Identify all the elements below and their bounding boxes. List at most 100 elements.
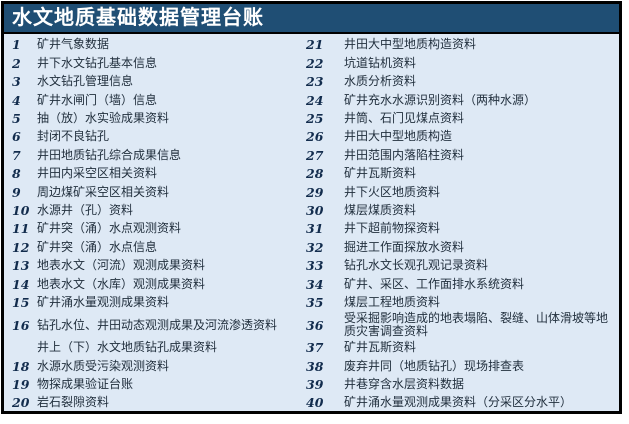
ledger-item-right: 矿井充水水源识别资料（两种水源） [344, 92, 537, 107]
ledger-row: 13 地表水文（河流）观测成果资料 33 钻孔水文长观孔观记录资料 [4, 257, 619, 275]
ledger-item-left: 井上（下）水文地质钻孔成果资料 [37, 340, 218, 355]
ledger-item-left: 水源井（孔）资料 [37, 202, 134, 217]
row-number-left: 13 [12, 258, 30, 274]
ledger-row: 8 井田内采空区相关资料 28 矿井瓦斯资料 [4, 165, 619, 183]
ledger-item-left: 封闭不良钻孔 [37, 129, 110, 144]
row-number-right: 34 [306, 276, 324, 292]
row-number-left: 9 [12, 184, 21, 200]
row-number-left: 2 [12, 55, 21, 71]
ledger-item-right: 水质分析资料 [344, 74, 417, 89]
ledger-row: 20 岩石裂隙资料 40 矿井涌水量观测成果资料（分采区分水平） [4, 394, 619, 411]
ledger-item-left: 水源水质受污染观测资料 [37, 358, 170, 373]
row-number-left: 15 [12, 294, 30, 310]
row-number-right: 25 [306, 111, 324, 126]
ledger-item-right: 矿井瓦斯资料 [344, 166, 417, 181]
ledger-item-right: 坑道钻机资料 [344, 55, 417, 70]
row-number-right: 37 [306, 340, 324, 356]
ledger-row: 14 地表水文（水库）观测成果资料 34 矿井、采区、工作面排水系统资料 [4, 275, 619, 293]
ledger-row: 6 封闭不良钻孔 26 井田大中型地质构造 [4, 128, 619, 146]
ledger-item-left: 抽（放）水实验成果资料 [37, 111, 170, 125]
row-number-right: 29 [306, 184, 324, 200]
ledger-item-right: 煤层煤质资料 [344, 202, 417, 217]
ledger-item-right: 矿井、采区、工作面排水系统资料 [344, 276, 525, 291]
ledger-row: 19 物探成果验证台账 39 井巷穿含水层资料数据 [4, 376, 619, 394]
ledger-row: 12 矿井突（涌）水点信息 32 掘进工作面探放水资料 [4, 238, 619, 256]
ledger-item-left: 地表水文（水库）观测成果资料 [37, 276, 206, 291]
ledger-row: 2 井下水文钻孔基本信息 22 坑道钻机资料 [4, 54, 619, 72]
row-number-left: 1 [12, 37, 21, 53]
ledger-item-left: 周边煤矿采空区相关资料 [37, 184, 170, 199]
row-number-right: 26 [306, 129, 324, 145]
row-number-left: 4 [12, 92, 21, 108]
ledger-item-left: 岩石裂隙资料 [37, 395, 110, 410]
row-number-left: 5 [12, 111, 21, 126]
row-number-left: 19 [12, 377, 30, 393]
ledger-item-right: 井田大中型地质构造资料 [344, 37, 477, 52]
row-number-left: 16 [12, 317, 30, 333]
ledger-item-left: 钻孔水位、井田动态观测成果及河流渗透资料 [37, 317, 278, 332]
ledger-item-right: 煤层工程地质资料 [344, 294, 441, 309]
row-number-right: 24 [306, 92, 324, 108]
row-number-left: 3 [12, 74, 21, 90]
ledger-table: 水文地质基础数据管理台账 1 矿井气象数据 21 井田大中型地质构造资料 2 井… [1, 1, 622, 414]
ledger-item-right: 井田范围内落陷柱资料 [344, 147, 465, 162]
ledger-item-left: 井田内采空区相关资料 [37, 166, 158, 181]
ledger-item-right: 钻孔水文长观孔观记录资料 [344, 258, 489, 273]
ledger-row: 18 水源水质受污染观测资料 38 废弃井同（地质钻孔）现场排查表 [4, 357, 619, 375]
ledger-item-left: 矿井涌水量观测成果资料 [37, 294, 170, 309]
ledger-item-right: 井田大中型地质构造 [344, 129, 453, 144]
row-number-left: 12 [12, 239, 30, 255]
row-number-left: 7 [12, 147, 21, 163]
row-number-right: 38 [306, 358, 324, 374]
ledger-item-right: 矿井涌水量观测成果资料（分采区分水平） [344, 395, 573, 410]
row-number-right: 30 [306, 202, 324, 218]
row-number-right: 36 [306, 317, 324, 333]
ledger-row: 7 井田地质钻孔综合成果信息 27 井田范围内落陷柱资料 [4, 146, 619, 164]
ledger-row: 4 矿井水闸门（墙）信息 24 矿井充水水源识别资料（两种水源） [4, 91, 619, 109]
ledger-row: 15 矿井涌水量观测成果资料 35 煤层工程地质资料 [4, 293, 619, 311]
ledger-row: 11 矿井突（涌）水点观测资料 31 井下超前物探资料 [4, 220, 619, 238]
ledger-item-right: 矿井瓦斯资料 [344, 340, 417, 355]
ledger-item-left: 矿井气象数据 [37, 37, 110, 52]
row-number-left: 10 [12, 202, 30, 218]
ledger-item-right: 井巷穿含水层资料数据 [344, 377, 465, 392]
ledger-item-left: 井下水文钻孔基本信息 [37, 55, 158, 70]
row-number-right: 39 [306, 377, 324, 393]
ledger-item-left: 矿井水闸门（墙）信息 [37, 92, 158, 107]
ledger-item-right: 受采掘影响造成的地表塌陷、裂缝、山体滑坡等地质灾害调查资料 [344, 310, 609, 339]
ledger-row: 10 水源井（孔）资料 30 煤层煤质资料 [4, 202, 619, 220]
ledger-row: 5 抽（放）水实验成果资料 25 井筒、石门见煤点资料 [4, 110, 619, 128]
ledger-item-left: 水文钻孔管理信息 [37, 74, 134, 89]
ledger-row: 16 钻孔水位、井田动态观测成果及河流渗透资料 36 受采掘影响造成的地表塌陷、… [4, 310, 619, 339]
ledger-item-left: 矿井突（涌）水点信息 [37, 239, 158, 254]
row-number-left: 11 [12, 221, 30, 237]
ledger-title: 水文地质基础数据管理台账 [12, 7, 264, 29]
ledger-row: 井上（下）水文地质钻孔成果资料 37 矿井瓦斯资料 [4, 339, 619, 357]
ledger-row: 9 周边煤矿采空区相关资料 29 井下火区地质资料 [4, 183, 619, 201]
ledger-item-right: 掘进工作面探放水资料 [344, 239, 465, 254]
row-number-right: 33 [306, 258, 324, 274]
row-number-left: 18 [12, 358, 30, 374]
row-number-left: 6 [12, 129, 21, 145]
ledger-item-left: 物探成果验证台账 [37, 377, 134, 392]
row-number-left: 8 [12, 166, 21, 182]
row-number-left: 20 [12, 395, 30, 411]
row-number-right: 21 [306, 37, 324, 53]
ledger-item-right: 废弃井同（地质钻孔）现场排查表 [344, 358, 525, 373]
row-number-right: 40 [306, 395, 324, 411]
ledger-header: 水文地质基础数据管理台账 [4, 4, 619, 34]
row-number-right: 22 [306, 55, 324, 71]
ledger-item-left: 矿井突（涌）水点观测资料 [37, 221, 182, 236]
ledger-item-left: 地表水文（河流）观测成果资料 [37, 258, 206, 273]
row-number-right: 28 [306, 166, 324, 182]
ledger-item-right: 井下超前物探资料 [344, 221, 441, 236]
ledger-row: 1 矿井气象数据 21 井田大中型地质构造资料 [4, 36, 619, 54]
row-number-right: 31 [306, 221, 324, 237]
row-number-right: 32 [306, 239, 324, 255]
row-number-right: 23 [306, 74, 324, 90]
ledger-body: 1 矿井气象数据 21 井田大中型地质构造资料 2 井下水文钻孔基本信息 22 … [4, 34, 619, 411]
ledger-item-right: 井筒、石门见煤点资料 [344, 111, 465, 125]
ledger-item-right: 井下火区地质资料 [344, 184, 441, 199]
ledger-row: 3 水文钻孔管理信息 23 水质分析资料 [4, 73, 619, 91]
